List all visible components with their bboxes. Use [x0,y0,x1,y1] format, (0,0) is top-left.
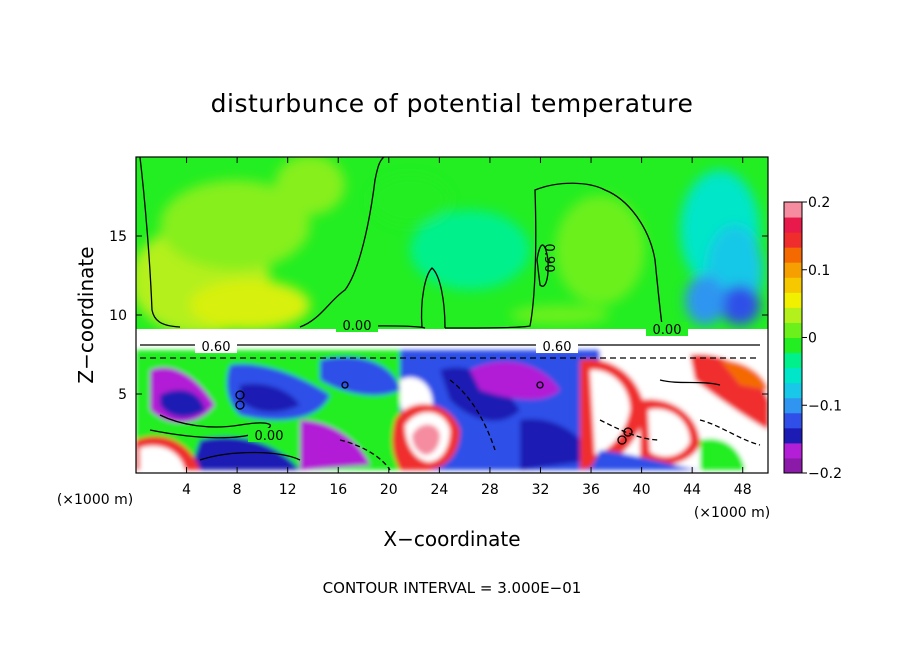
colorbar-tick-label: 0.1 [808,263,830,279]
colorbar-segment [784,367,802,384]
colorbar-tick-label: −0.2 [808,466,842,482]
colorbar-segment [784,397,802,414]
contour-label: 0.00 [343,319,372,334]
colorbar-segment [784,307,802,323]
contour-label: 0.90 [541,244,556,273]
x-unit-label-right: (×1000 m) [694,505,770,521]
x-tick-label: 44 [683,482,701,498]
colorbar-segment [784,412,802,429]
contour-label: 0.00 [653,323,682,338]
colorbar-tick-label: −0.1 [808,398,842,414]
colorbar-segment [784,202,802,218]
x-tick-label: 4 [182,482,191,498]
colorbar-segment [784,217,802,233]
x-tick-label: 20 [380,482,398,498]
contour-label-group: 0.60 0.00 0.60 0.90 0.00 0.00 [195,244,688,444]
colorbar-segment [784,352,802,369]
x-tick-label: 16 [329,482,347,498]
x-tick-label: 12 [279,482,297,498]
colorbar-segment [784,427,802,444]
y-axis: 5 10 15 [109,229,768,403]
contour-lines [139,157,761,471]
x-unit-label-left: (×1000 m) [57,492,133,508]
x-tick-label: 8 [233,482,242,498]
x-tick-label: 32 [532,482,550,498]
contour-interval-note: CONTOUR INTERVAL = 3.000E−01 [323,579,582,597]
y-tick-label: 5 [118,387,127,403]
y-tick-label: 15 [109,229,127,245]
contour-label: 0.60 [543,340,572,355]
colorbar-segment [784,322,802,338]
x-tick-label: 24 [430,482,448,498]
y-tick-label: 10 [109,308,127,324]
colorbar-segment [784,442,802,459]
colorbar-segment [784,337,802,354]
y-axis-title: Z−coordinate [74,246,98,383]
colorbar-segment [784,292,802,308]
colorbar-tick-label: 0 [808,331,817,347]
x-tick-label: 40 [633,482,651,498]
contour-label: 0.60 [202,340,231,355]
colorbar-tick-label: 0.2 [808,195,830,211]
x-tick-label: 36 [582,482,600,498]
colorbar: 0.2 0.1 0 −0.1 −0.2 [783,195,842,482]
chart-title: disturbunce of potential temperature [211,89,694,118]
contour-label: 0.00 [255,429,284,444]
colorbar-segment [784,262,802,278]
x-tick-label: 28 [481,482,499,498]
colorbar-segment [784,382,802,399]
colorbar-segment [784,247,802,263]
colorbar-segment [784,277,802,293]
colorbar-segment [784,232,802,248]
heatmap-field: 0.60 0.00 0.60 0.90 0.00 0.00 [136,157,768,473]
colorbar-segment [784,457,802,474]
x-axis: 4 8 12 16 20 24 28 32 36 40 44 48 [182,157,752,498]
x-axis-title: X−coordinate [383,527,520,551]
x-tick-label: 48 [734,482,752,498]
